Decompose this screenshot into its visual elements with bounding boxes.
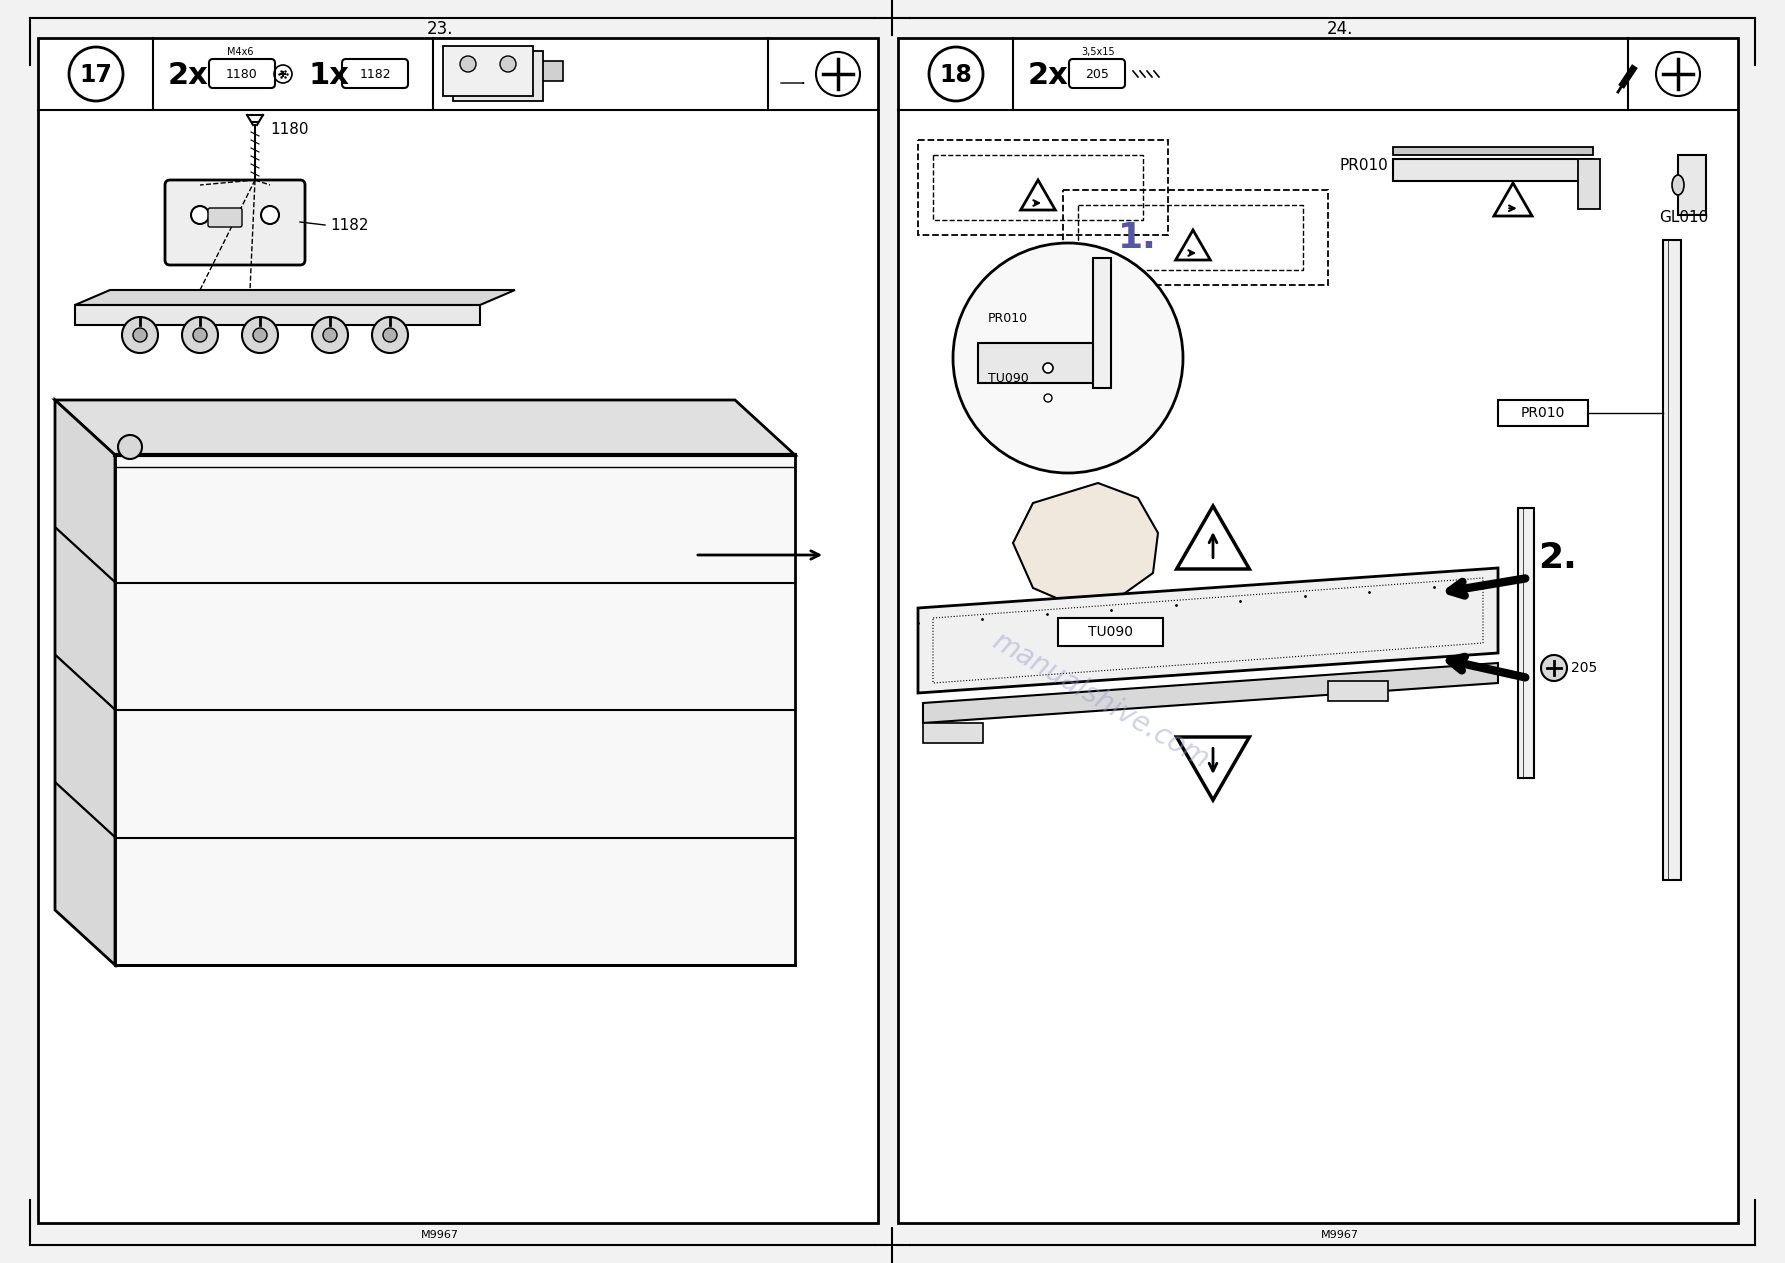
Polygon shape — [1176, 738, 1250, 799]
Text: 24.: 24. — [1326, 20, 1353, 38]
Text: TU090: TU090 — [989, 371, 1028, 384]
Bar — [1092, 258, 1110, 388]
Bar — [37, 38, 878, 1223]
FancyBboxPatch shape — [209, 59, 275, 88]
Circle shape — [500, 56, 516, 72]
Text: 2.: 2. — [1539, 541, 1576, 575]
Bar — [453, 51, 543, 101]
Polygon shape — [923, 663, 1498, 722]
Bar — [1059, 618, 1164, 645]
Polygon shape — [1014, 482, 1158, 602]
Bar — [1517, 508, 1533, 778]
Text: PR010: PR010 — [1339, 158, 1389, 173]
Polygon shape — [55, 400, 114, 965]
Circle shape — [1540, 655, 1567, 681]
Polygon shape — [917, 568, 1498, 693]
Bar — [1328, 681, 1389, 701]
Circle shape — [1042, 362, 1053, 373]
Text: M9967: M9967 — [421, 1230, 459, 1240]
Bar — [534, 61, 562, 81]
Circle shape — [121, 317, 159, 352]
Circle shape — [261, 206, 278, 224]
Polygon shape — [114, 455, 794, 965]
Text: manualshive.com: manualshive.com — [987, 626, 1214, 773]
Circle shape — [118, 434, 143, 458]
Polygon shape — [1021, 181, 1055, 210]
Bar — [978, 344, 1098, 383]
Bar — [1064, 189, 1328, 285]
Text: 18: 18 — [939, 63, 973, 87]
Text: M4x6: M4x6 — [227, 47, 253, 57]
Bar — [1678, 155, 1706, 215]
Polygon shape — [1176, 230, 1210, 260]
Text: 17: 17 — [80, 63, 112, 87]
Bar — [1392, 159, 1592, 181]
Circle shape — [323, 328, 337, 342]
Circle shape — [182, 317, 218, 352]
Bar — [443, 45, 534, 96]
Polygon shape — [75, 304, 480, 325]
Circle shape — [312, 317, 348, 352]
Text: PR010: PR010 — [1521, 405, 1565, 421]
FancyBboxPatch shape — [209, 208, 243, 227]
Bar — [1498, 400, 1589, 426]
Circle shape — [371, 317, 409, 352]
Text: 23.: 23. — [427, 20, 453, 38]
Bar — [917, 140, 1167, 235]
FancyBboxPatch shape — [1069, 59, 1125, 88]
Circle shape — [384, 328, 396, 342]
Circle shape — [243, 317, 278, 352]
Circle shape — [1044, 394, 1051, 402]
FancyBboxPatch shape — [343, 59, 409, 88]
Text: 205: 205 — [1085, 67, 1108, 81]
Bar — [1078, 205, 1303, 270]
Text: 205: 205 — [1571, 661, 1598, 674]
Bar — [934, 155, 1142, 220]
Text: 1182: 1182 — [330, 217, 368, 232]
Text: 1.: 1. — [1117, 221, 1157, 255]
Text: PR010: PR010 — [989, 312, 1028, 325]
Bar — [1664, 240, 1681, 880]
FancyBboxPatch shape — [164, 181, 305, 265]
Text: 1x: 1x — [309, 62, 348, 91]
Text: 1180: 1180 — [227, 67, 257, 81]
Text: 2x: 2x — [168, 62, 209, 91]
Polygon shape — [75, 290, 516, 304]
Circle shape — [134, 328, 146, 342]
Bar — [1578, 159, 1599, 208]
Text: GL010: GL010 — [1658, 211, 1708, 226]
Circle shape — [953, 242, 1183, 474]
Ellipse shape — [1673, 176, 1683, 195]
Bar — [1392, 147, 1592, 155]
Polygon shape — [55, 400, 794, 455]
Text: 1180: 1180 — [270, 123, 309, 138]
Circle shape — [191, 206, 209, 224]
Polygon shape — [1176, 506, 1250, 570]
Circle shape — [461, 56, 477, 72]
Text: M9967: M9967 — [1321, 1230, 1358, 1240]
Bar — [898, 38, 1739, 1223]
Text: 3,5x15: 3,5x15 — [1082, 47, 1116, 57]
Bar — [923, 722, 984, 743]
Text: TU090: TU090 — [1087, 625, 1132, 639]
Circle shape — [253, 328, 268, 342]
Polygon shape — [1494, 183, 1532, 216]
Text: 2x: 2x — [1028, 62, 1069, 91]
Text: 1182: 1182 — [359, 67, 391, 81]
Circle shape — [193, 328, 207, 342]
